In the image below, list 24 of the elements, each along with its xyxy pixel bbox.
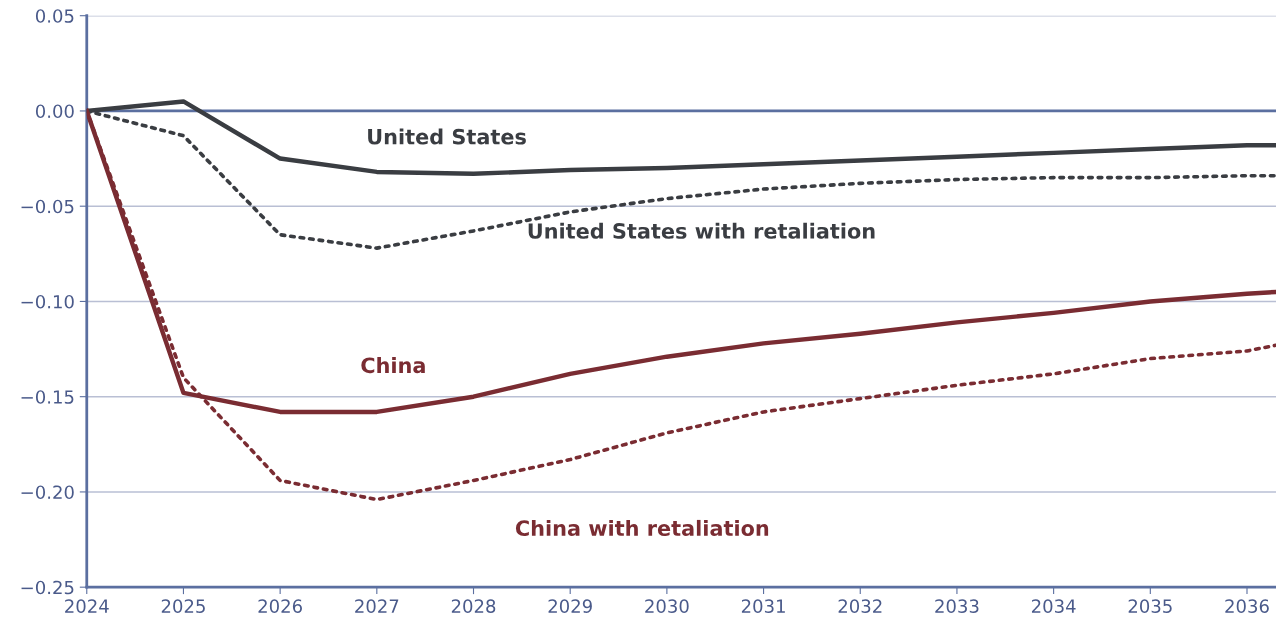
y-tick-label: −0.15 <box>21 390 74 404</box>
text: China with retaliation <box>515 519 769 537</box>
x-tick-label: 2029 <box>548 599 592 613</box>
series-label: China <box>361 357 425 374</box>
y-tick-label: 0.00 <box>35 104 74 119</box>
x-tick-label: 2032 <box>838 599 882 613</box>
x-tick-label: 2028 <box>451 599 496 613</box>
x-tick-label: 2027 <box>355 599 399 613</box>
x-tick-label: 2030 <box>645 599 689 613</box>
x-tick-label: 2025 <box>161 599 205 613</box>
x-tick-label: 2024 <box>65 599 109 613</box>
x-tick-label: 2031 <box>741 599 785 613</box>
y-tick-label: −0.20 <box>21 485 74 500</box>
x-tick-label: 2026 <box>258 599 302 613</box>
x-tick-label: 2035 <box>1128 599 1172 613</box>
y-tick-label: −0.05 <box>21 199 74 214</box>
series-label: United States with retaliation <box>528 222 875 239</box>
y-tick-label: −0.25 <box>21 580 74 595</box>
y-tick-label: −0.10 <box>21 294 74 309</box>
x-tick-label: 2033 <box>935 599 979 613</box>
x-tick-label: 2034 <box>1031 599 1076 613</box>
x-tick-label: 2036 <box>1225 599 1269 613</box>
series-label: United States <box>368 128 526 145</box>
y-tick-label: 0.05 <box>35 9 74 23</box>
